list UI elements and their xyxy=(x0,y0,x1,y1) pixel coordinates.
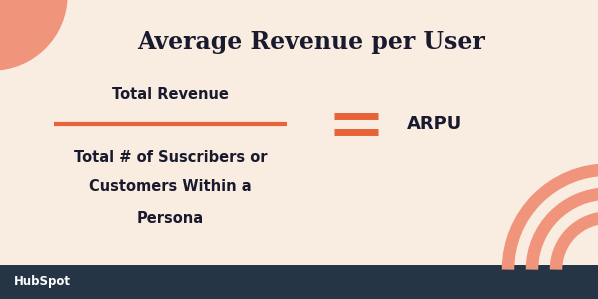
Text: Total Revenue: Total Revenue xyxy=(112,87,229,102)
Text: Average Revenue per User: Average Revenue per User xyxy=(137,30,485,54)
Text: HubSpot: HubSpot xyxy=(14,275,71,288)
Text: Persona: Persona xyxy=(137,211,204,226)
Bar xyxy=(0,265,598,299)
Circle shape xyxy=(0,0,67,70)
Text: Customers Within a: Customers Within a xyxy=(89,179,252,194)
Text: ARPU: ARPU xyxy=(407,115,462,133)
Text: Total # of Suscribers or: Total # of Suscribers or xyxy=(74,150,267,164)
